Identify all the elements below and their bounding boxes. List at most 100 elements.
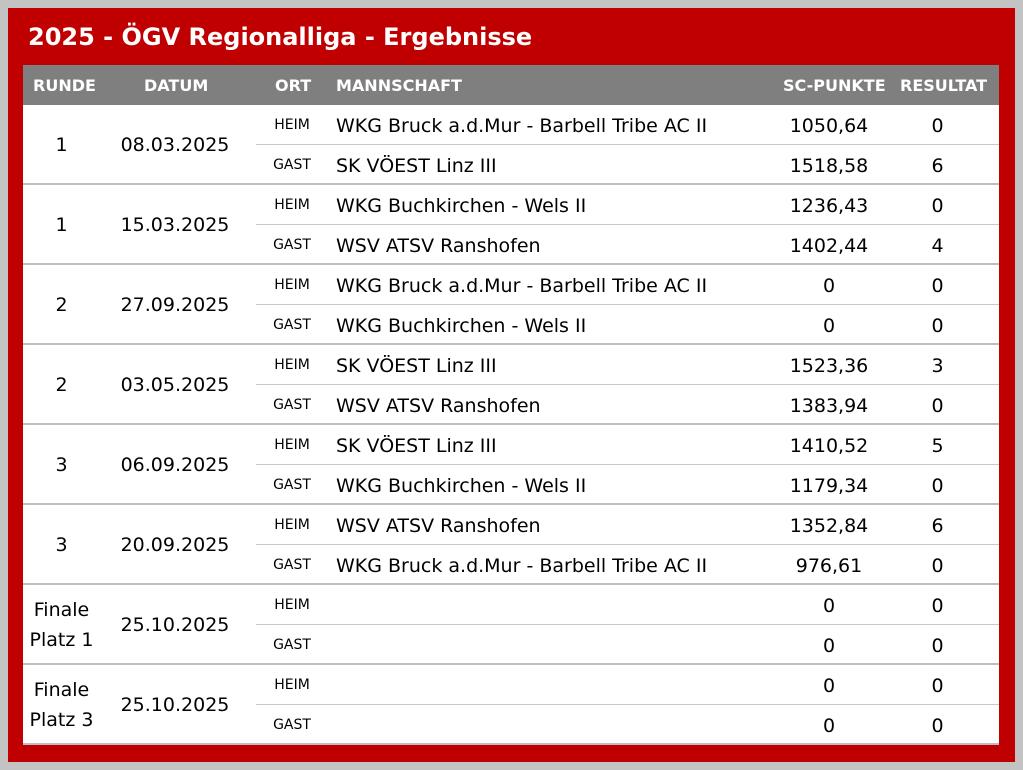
table-row: GAST WKG Buchkirchen - Wels II 0 0 xyxy=(23,305,999,345)
ort-cell: GAST xyxy=(273,557,311,573)
ort-cell: HEIM xyxy=(274,677,310,693)
ort-cell: GAST xyxy=(273,477,311,493)
sc-punkte-cell: 1236,43 xyxy=(789,195,869,217)
header-mannschaft: MANNSCHAFT xyxy=(336,76,462,95)
sc-punkte-cell: 0 xyxy=(822,315,836,337)
resultat-cell: 3 xyxy=(931,355,944,377)
mannschaft-cell: WSV ATSV Ranshofen xyxy=(336,235,541,257)
datum-cell: 06.09.2025 xyxy=(120,454,230,476)
sc-punkte-cell: 1402,44 xyxy=(789,235,869,257)
datum-cell: 27.09.2025 xyxy=(120,294,230,316)
match-group: 1 15.03.2025 HEIM WKG Buchkirchen - Wels II… xyxy=(23,185,999,265)
ort-cell: GAST xyxy=(273,397,311,413)
mannschaft-cell: WKG Buchkirchen - Wels II xyxy=(336,195,587,217)
sc-punkte-cell: 0 xyxy=(822,595,836,617)
ort-cell: HEIM xyxy=(274,117,310,133)
mannschaft-cell: SK VÖEST Linz III xyxy=(336,155,497,177)
table-header: RUNDE DATUM ORT MANNSCHAFT SC-PUNKTE RES… xyxy=(23,65,999,105)
resultat-cell: 0 xyxy=(931,675,944,697)
table-row: HEIM 0 0 xyxy=(23,665,999,705)
table-row: GAST WKG Bruck a.d.Mur - Barbell Tribe AC… xyxy=(23,545,999,585)
ort-cell: GAST xyxy=(273,157,311,173)
resultat-cell: 0 xyxy=(931,195,944,217)
ort-cell: HEIM xyxy=(274,197,310,213)
mannschaft-cell xyxy=(336,625,786,665)
ort-cell: GAST xyxy=(273,317,311,333)
resultat-cell: 0 xyxy=(931,555,944,577)
sc-punkte-cell: 0 xyxy=(822,675,836,697)
row-divider xyxy=(256,224,999,225)
header-runde: RUNDE xyxy=(33,76,96,95)
table-row: GAST 0 0 xyxy=(23,625,999,665)
datum-cell: 15.03.2025 xyxy=(120,214,230,236)
table-row: HEIM WKG Bruck a.d.Mur - Barbell Tribe AC… xyxy=(23,265,999,305)
datum-cell: 08.03.2025 xyxy=(120,134,230,156)
datum-cell: 03.05.2025 xyxy=(120,374,230,396)
resultat-cell: 0 xyxy=(931,275,944,297)
mannschaft-cell xyxy=(336,665,786,705)
row-divider xyxy=(256,544,999,545)
ort-cell: HEIM xyxy=(274,277,310,293)
sc-punkte-cell: 1179,34 xyxy=(789,475,869,497)
row-divider xyxy=(256,384,999,385)
table-row: GAST WSV ATSV Ranshofen 1402,44 4 xyxy=(23,225,999,265)
sc-punkte-cell: 1383,94 xyxy=(789,395,869,417)
sc-punkte-cell: 1352,84 xyxy=(789,515,869,537)
resultat-cell: 0 xyxy=(931,635,944,657)
mannschaft-cell: WKG Bruck a.d.Mur - Barbell Tribe AC II xyxy=(336,275,708,297)
ort-cell: HEIM xyxy=(274,437,310,453)
table-row: HEIM WSV ATSV Ranshofen 1352,84 6 xyxy=(23,505,999,545)
row-divider xyxy=(256,624,999,625)
resultat-cell: 6 xyxy=(931,155,944,177)
table-row: GAST WKG Buchkirchen - Wels II 1179,34 0 xyxy=(23,465,999,505)
runde-cell: 1 xyxy=(55,214,68,236)
sc-punkte-cell: 1410,52 xyxy=(789,435,869,457)
results-table: RUNDE DATUM ORT MANNSCHAFT SC-PUNKTE RES… xyxy=(23,65,999,745)
row-divider xyxy=(256,144,999,145)
sc-punkte-cell: 0 xyxy=(822,635,836,657)
resultat-cell: 0 xyxy=(931,395,944,417)
mannschaft-cell: WKG Buchkirchen - Wels II xyxy=(336,315,587,337)
resultat-cell: 4 xyxy=(931,235,944,257)
mannschaft-cell xyxy=(336,585,786,625)
ort-cell: GAST xyxy=(273,237,311,253)
match-group: Finale Platz 1 25.10.2025 HEIM 0 0 GAST 0 0 xyxy=(23,585,999,665)
runde-cell: Finale Platz 3 xyxy=(29,679,94,731)
row-divider xyxy=(256,304,999,305)
resultat-cell: 0 xyxy=(931,595,944,617)
resultat-cell: 0 xyxy=(931,315,944,337)
mannschaft-cell: WKG Bruck a.d.Mur - Barbell Tribe AC II xyxy=(336,115,708,137)
mannschaft-cell: WSV ATSV Ranshofen xyxy=(336,515,541,537)
table-row: HEIM 0 0 xyxy=(23,585,999,625)
ort-cell: GAST xyxy=(273,717,311,733)
row-divider xyxy=(256,704,999,705)
sc-punkte-cell: 1523,36 xyxy=(789,355,869,377)
runde-cell: Finale Platz 1 xyxy=(29,599,94,651)
match-group: 3 06.09.2025 HEIM SK VÖEST Linz III 1410,52 5… xyxy=(23,425,999,505)
match-group: Finale Platz 3 25.10.2025 HEIM 0 0 GAST 0 0 xyxy=(23,665,999,745)
resultat-cell: 6 xyxy=(931,515,944,537)
results-frame: 2025 - ÖGV Regionalliga - Ergebnisse RUN… xyxy=(8,8,1015,762)
datum-cell: 25.10.2025 xyxy=(120,614,230,636)
sc-punkte-cell: 0 xyxy=(822,715,836,737)
sc-punkte-cell: 0 xyxy=(822,275,836,297)
sc-punkte-cell: 1050,64 xyxy=(789,115,869,137)
resultat-cell: 0 xyxy=(931,115,944,137)
sc-punkte-cell: 976,61 xyxy=(795,555,863,577)
header-ort: ORT xyxy=(275,76,312,95)
table-row: HEIM WKG Bruck a.d.Mur - Barbell Tribe AC… xyxy=(23,105,999,145)
runde-cell: 2 xyxy=(55,294,68,316)
match-group: 3 20.09.2025 HEIM WSV ATSV Ranshofen 1352,84… xyxy=(23,505,999,585)
runde-cell: 3 xyxy=(55,534,68,556)
table-row: GAST 0 0 xyxy=(23,705,999,745)
table-row: GAST SK VÖEST Linz III 1518,58 6 xyxy=(23,145,999,185)
mannschaft-cell xyxy=(336,705,786,745)
header-datum: DATUM xyxy=(144,76,209,95)
sc-punkte-cell: 1518,58 xyxy=(789,155,869,177)
runde-cell: 1 xyxy=(55,134,68,156)
ort-cell: GAST xyxy=(273,637,311,653)
runde-cell: 2 xyxy=(55,374,68,396)
mannschaft-cell: SK VÖEST Linz III xyxy=(336,355,497,377)
match-group: 2 27.09.2025 HEIM WKG Bruck a.d.Mur - Barbe… xyxy=(23,265,999,345)
ort-cell: HEIM xyxy=(274,357,310,373)
